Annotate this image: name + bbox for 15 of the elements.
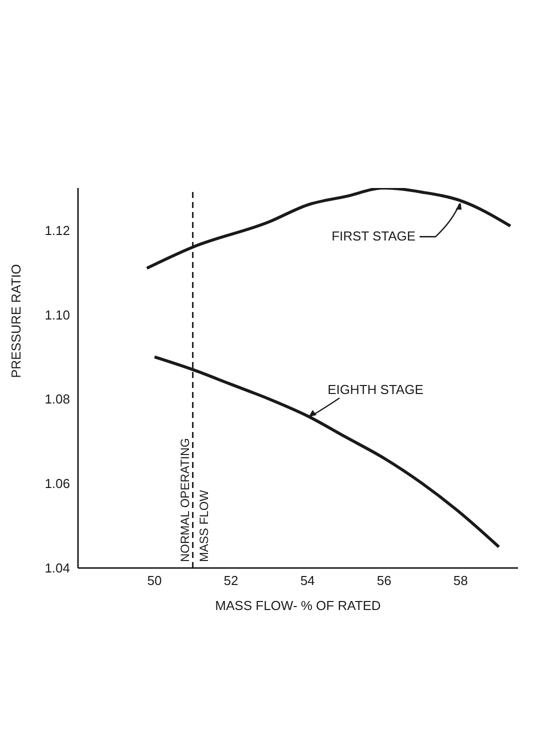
ref-line-label: NORMAL OPERATING MASS FLOW [178,438,211,562]
x-tick-label: 50 [147,573,162,588]
y-axis-title: PRESSURE RATIO [8,264,24,378]
x-tick-label: 58 [453,573,468,588]
x-tick-label: 52 [224,573,238,588]
text: FIRST STAGE [332,228,416,244]
y-tick-label: 1.10 [44,307,70,322]
y-tick-label: 1.08 [44,392,70,407]
text: EIGHTH STAGE [328,382,424,397]
y-tick-label: 1.04 [44,560,70,576]
x-tick-label: 54 [300,573,315,588]
y-tick-label: 1.12 [44,222,70,238]
x-axis-title: MASS FLOW- % OF RATED [215,598,381,613]
x-tick-label: 56 [376,573,392,588]
y-tick-label: 1.06 [44,476,70,492]
